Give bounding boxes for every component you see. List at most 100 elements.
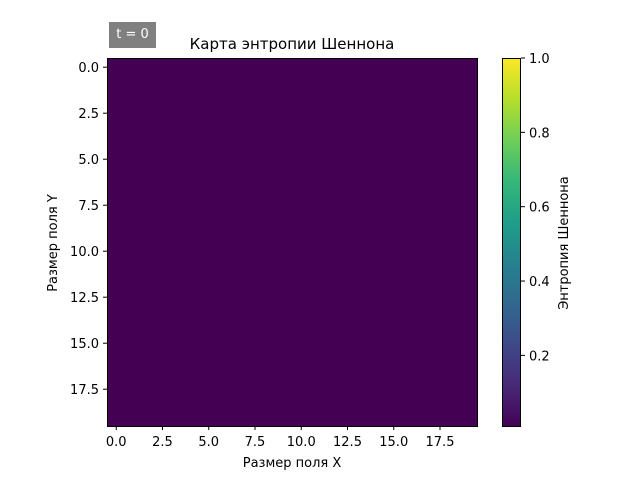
- colorbar-tick-label: 1.0: [529, 52, 550, 67]
- heatmap-cell: [273, 334, 293, 353]
- heatmap-cell: [292, 242, 312, 261]
- heatmap-cell: [384, 150, 404, 169]
- heatmap-cell: [347, 76, 367, 96]
- heatmap-cell: [403, 168, 423, 188]
- heatmap-cell: [162, 186, 182, 206]
- heatmap-cell: [107, 76, 127, 96]
- heatmap-cell: [458, 150, 478, 169]
- heatmap-cell: [199, 407, 219, 427]
- heatmap-cell: [144, 389, 164, 409]
- heatmap-cell: [458, 94, 478, 114]
- heatmap-cell: [458, 260, 478, 280]
- y-axis-label: Размер поля Y: [46, 194, 61, 292]
- colorbar-tick-label: 0.8: [529, 126, 550, 141]
- x-axis: 0.0 2.5 5.0 7.5 10.0 12.5 15.0 17.5: [106, 426, 454, 450]
- heatmap-cell: [218, 334, 238, 353]
- x-tick-label: 2.5: [152, 435, 173, 450]
- heatmap-cell: [125, 242, 145, 261]
- colorbar-tick-label: 0.4: [529, 275, 550, 290]
- heatmap-cell: [292, 389, 312, 409]
- heatmap-cell: [310, 260, 330, 280]
- y-tick-label: 2.5: [78, 107, 99, 122]
- heatmap-cell: [107, 370, 127, 390]
- heatmap-cell: [162, 242, 182, 261]
- heatmap-cell: [236, 260, 256, 280]
- heatmap-cell: [144, 297, 164, 317]
- heatmap-cell: [403, 352, 423, 372]
- heatmap-cell: [310, 352, 330, 372]
- heatmap-cell: [458, 113, 478, 133]
- heatmap-cell: [347, 205, 367, 225]
- heatmap-cell: [107, 297, 127, 317]
- heatmap-cell: [199, 370, 219, 390]
- heatmap-cell: [292, 150, 312, 169]
- heatmap-cell: [218, 205, 238, 225]
- heatmap-cell: [310, 186, 330, 206]
- heatmap-cell: [125, 168, 145, 188]
- heatmap-cell: [162, 352, 182, 372]
- heatmap-cell: [107, 242, 127, 261]
- heatmap-cell: [218, 131, 238, 151]
- heatmap-cell: [218, 352, 238, 372]
- heatmap-cell: [125, 150, 145, 169]
- heatmap-cell: [236, 76, 256, 96]
- heatmap-plot-area: [107, 58, 478, 427]
- x-tick-label: 12.5: [333, 435, 362, 450]
- heatmap-cell: [458, 186, 478, 206]
- heatmap-cell: [347, 131, 367, 151]
- heatmap-cell: [162, 278, 182, 298]
- heatmap-cell: [181, 58, 201, 77]
- heatmap-cell: [384, 58, 404, 77]
- heatmap-cell: [403, 260, 423, 280]
- heatmap-cell: [125, 297, 145, 317]
- heatmap-cell: [255, 131, 275, 151]
- heatmap-cell: [421, 150, 441, 169]
- heatmap-cell: [125, 223, 145, 243]
- heatmap-cell: [384, 407, 404, 427]
- heatmap-cell: [347, 278, 367, 298]
- heatmap-cell: [384, 315, 404, 335]
- heatmap-cell: [181, 389, 201, 409]
- heatmap-cell: [440, 76, 460, 96]
- heatmap-cell: [107, 150, 127, 169]
- heatmap-cell: [384, 260, 404, 280]
- heatmap-cell: [144, 370, 164, 390]
- heatmap-cell: [403, 58, 423, 77]
- heatmap-cell: [403, 315, 423, 335]
- heatmap-cell: [366, 76, 386, 96]
- heatmap-cell: [273, 150, 293, 169]
- time-step-badge: t = 0: [109, 22, 156, 48]
- heatmap-cell: [458, 297, 478, 317]
- heatmap-cell: [255, 242, 275, 261]
- heatmap-cell: [347, 260, 367, 280]
- heatmap-cell: [329, 76, 349, 96]
- heatmap-cell: [236, 352, 256, 372]
- heatmap-cell: [236, 58, 256, 77]
- heatmap-cell: [273, 186, 293, 206]
- heatmap-cell: [458, 242, 478, 261]
- heatmap-cell: [255, 278, 275, 298]
- colorbar: [502, 58, 521, 427]
- heatmap-cell: [329, 113, 349, 133]
- heatmap-cell: [236, 223, 256, 243]
- heatmap-cell: [329, 260, 349, 280]
- heatmap-cell: [347, 186, 367, 206]
- heatmap-cell: [440, 131, 460, 151]
- heatmap-cell: [384, 94, 404, 114]
- heatmap-cell: [366, 334, 386, 353]
- heatmap-cell: [144, 168, 164, 188]
- heatmap-cell: [236, 278, 256, 298]
- heatmap-cell: [125, 113, 145, 133]
- heatmap-cell: [310, 242, 330, 261]
- heatmap-cell: [162, 223, 182, 243]
- heatmap-cell: [421, 407, 441, 427]
- heatmap-cell: [421, 76, 441, 96]
- heatmap-cell: [440, 260, 460, 280]
- heatmap-cell: [181, 352, 201, 372]
- heatmap-cell: [366, 242, 386, 261]
- heatmap-cell: [107, 168, 127, 188]
- heatmap-cell: [366, 186, 386, 206]
- heatmap-cell: [181, 186, 201, 206]
- heatmap-cell: [347, 315, 367, 335]
- heatmap-cell: [458, 352, 478, 372]
